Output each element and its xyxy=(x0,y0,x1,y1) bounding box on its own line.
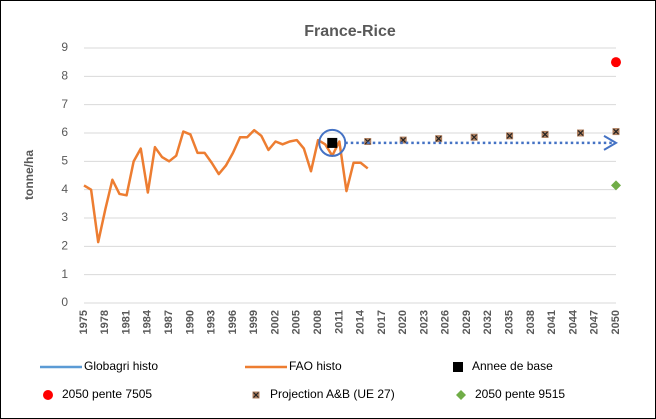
marker-diamond xyxy=(611,180,621,191)
x-tick-label: 1984 xyxy=(142,309,154,334)
x-tick-label: 2011 xyxy=(333,310,345,334)
marker-cross xyxy=(613,128,619,135)
y-tick-label: 0 xyxy=(61,295,68,309)
x-tick-label: 2005 xyxy=(291,310,303,334)
y-tick-label: 2 xyxy=(61,239,68,253)
marker-square xyxy=(327,137,338,148)
marker-cross xyxy=(542,131,548,138)
marker-cross xyxy=(471,134,478,141)
arrow-head xyxy=(603,135,618,151)
x-tick-label: 1993 xyxy=(206,310,218,334)
x-tick-label: 2050 xyxy=(610,310,622,334)
y-tick-label: 5 xyxy=(61,154,68,168)
x-tick-label: 2044 xyxy=(567,309,579,334)
x-tick-label: 2035 xyxy=(504,310,516,334)
y-axis-title: tonne/ha xyxy=(22,150,36,200)
x-tick-label: 2008 xyxy=(312,310,324,334)
legend-label: 2050 pente 7505 xyxy=(62,387,152,401)
legend-label: 2050 pente 9515 xyxy=(475,387,565,401)
marker-xsquare xyxy=(435,135,443,143)
marker-circle xyxy=(611,57,621,68)
x-tick-label: 2020 xyxy=(397,310,409,334)
marker-square xyxy=(453,362,463,372)
x-tick-label: 2026 xyxy=(440,310,452,334)
y-tick-label: 1 xyxy=(61,267,68,281)
y-tick-label: 8 xyxy=(61,69,68,83)
y-tick-label: 6 xyxy=(61,125,68,139)
x-tick-label: 1996 xyxy=(227,310,239,334)
x-tick-label: 2047 xyxy=(589,310,601,334)
marker-cross xyxy=(253,392,259,398)
marker-xsquare xyxy=(612,128,620,136)
series-line xyxy=(83,128,369,244)
x-tick-label: 2017 xyxy=(376,310,388,334)
x-tick-label: 1975 xyxy=(78,310,90,334)
x-tick-label: 1999 xyxy=(248,310,260,334)
x-tick-label: 2041 xyxy=(546,310,558,334)
marker-diamond xyxy=(456,390,466,400)
legend-label: Annee de base xyxy=(472,359,553,373)
legend-label: Globagri histo xyxy=(84,359,158,373)
x-tick-label: 2032 xyxy=(482,310,494,334)
legend-label: Projection A&B (UE 27) xyxy=(270,387,395,401)
legend-label: FAO histo xyxy=(289,359,342,373)
marker-xsquare xyxy=(470,133,478,141)
marker-xsquare xyxy=(577,129,585,137)
marker-cross xyxy=(506,132,513,139)
marker-xsquare xyxy=(506,132,514,140)
x-tick-label: 1978 xyxy=(99,310,111,334)
x-tick-label: 1981 xyxy=(120,310,132,334)
x-tick-label: 1990 xyxy=(184,310,196,334)
y-tick-label: 9 xyxy=(61,40,68,54)
x-tick-label: 2023 xyxy=(418,310,430,334)
x-tick-label: 2029 xyxy=(461,310,473,334)
y-tick-label: 3 xyxy=(61,210,68,224)
marker-xsquare xyxy=(252,391,260,399)
chart-title: France-Rice xyxy=(304,23,396,40)
marker-circle xyxy=(43,390,53,400)
y-tick-label: 4 xyxy=(61,182,68,196)
marker-cross xyxy=(577,130,584,136)
y-tick-label: 7 xyxy=(61,97,68,111)
x-tick-label: 1987 xyxy=(163,310,175,334)
x-tick-label: 2038 xyxy=(525,310,537,334)
marker-cross xyxy=(435,135,442,142)
marker-xsquare xyxy=(541,130,549,138)
x-tick-label: 2014 xyxy=(355,309,367,334)
x-tick-label: 2002 xyxy=(269,310,281,334)
